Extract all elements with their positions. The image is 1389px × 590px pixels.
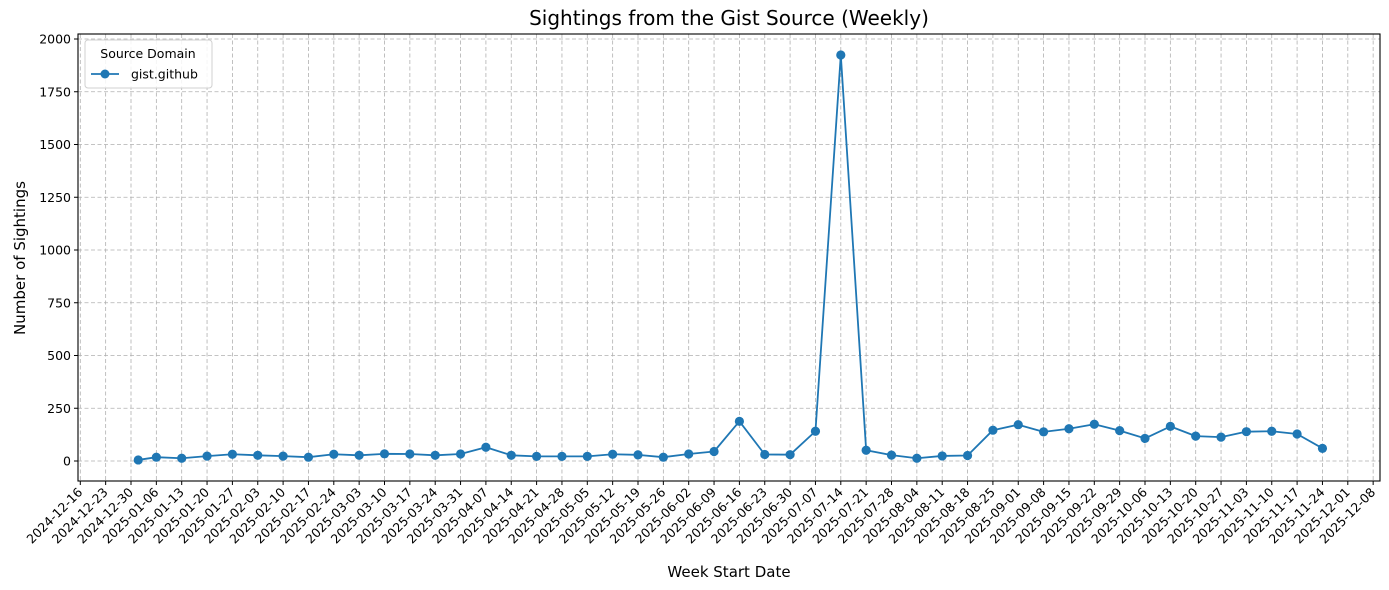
y-tick-label: 1750 (39, 84, 71, 99)
data-point-marker (1165, 421, 1175, 431)
data-point-marker (278, 451, 288, 461)
data-point-marker (532, 451, 542, 461)
data-point-marker (177, 453, 187, 463)
data-point-marker (1191, 431, 1201, 441)
data-point-marker (1216, 432, 1226, 442)
data-point-marker (582, 451, 592, 461)
data-point-marker (1064, 424, 1074, 434)
data-point-marker (379, 449, 390, 459)
data-point-marker (912, 453, 922, 463)
y-tick-label: 2000 (39, 32, 71, 47)
data-point-marker (1140, 433, 1150, 444)
y-tick-label: 750 (47, 295, 71, 310)
data-point-marker (658, 452, 668, 462)
data-point-marker (405, 449, 415, 459)
y-tick-label: 1000 (39, 243, 71, 258)
data-point-marker (988, 425, 998, 435)
data-point-marker (709, 446, 719, 457)
legend-marker-icon (100, 69, 110, 79)
data-point-marker (133, 455, 143, 465)
chart-title: Sightings from the Gist Source (Weekly) (529, 6, 929, 30)
legend-box (84, 39, 213, 89)
data-point-marker (633, 450, 643, 460)
plot-area-frame (77, 33, 1381, 482)
data-point-marker (354, 450, 364, 460)
data-point-marker (886, 450, 897, 460)
grid-lines (78, 34, 1380, 481)
data-point-marker (303, 452, 314, 462)
y-tick-label: 500 (47, 348, 71, 363)
data-point-marker (810, 426, 821, 436)
data-point-marker (253, 450, 263, 460)
data-point-marker (1267, 426, 1277, 436)
data-point-marker (430, 450, 440, 460)
data-point-marker (937, 451, 947, 461)
data-point-marker (1013, 420, 1023, 430)
legend: Source Domain gist.github (84, 39, 213, 89)
y-tick-label: 1500 (39, 137, 71, 152)
data-point-marker (962, 450, 973, 461)
data-point-marker (151, 452, 161, 462)
data-point-marker (785, 450, 795, 460)
data-point-marker (608, 449, 618, 459)
data-point-marker (455, 449, 466, 459)
data-point-marker (861, 445, 871, 455)
legend-entry-gist-github: gist.github (131, 67, 198, 82)
data-point-marker (760, 449, 770, 460)
y-tick-label: 1250 (39, 190, 71, 205)
data-point-marker (481, 442, 491, 452)
data-point-marker (1317, 443, 1328, 453)
y-tick-label: 0 (63, 454, 71, 469)
data-point-marker (557, 451, 567, 461)
data-point-marker (1115, 426, 1125, 436)
data-point-marker (1241, 427, 1251, 437)
x-axis: 2024-12-162024-12-232024-12-302025-01-06… (23, 481, 1378, 546)
data-point-marker (329, 449, 339, 459)
data-point-marker (836, 50, 846, 60)
data-point-marker (734, 416, 745, 426)
data-point-marker (202, 451, 212, 461)
series-gist-github (133, 50, 1328, 465)
y-axis: 0 250 500 750 1000 1250 1500 1750 2000 (39, 32, 78, 469)
data-point-marker (1039, 427, 1049, 437)
x-axis-title: Week Start Date (667, 563, 790, 581)
data-point-marker (506, 450, 516, 460)
y-axis-title: Number of Sightings (11, 181, 29, 335)
data-point-marker (227, 449, 237, 459)
legend-title: Source Domain (100, 46, 195, 61)
data-point-marker (1089, 419, 1099, 429)
data-point-marker (1292, 429, 1302, 439)
y-tick-label: 250 (47, 401, 71, 416)
data-point-marker (684, 449, 694, 459)
